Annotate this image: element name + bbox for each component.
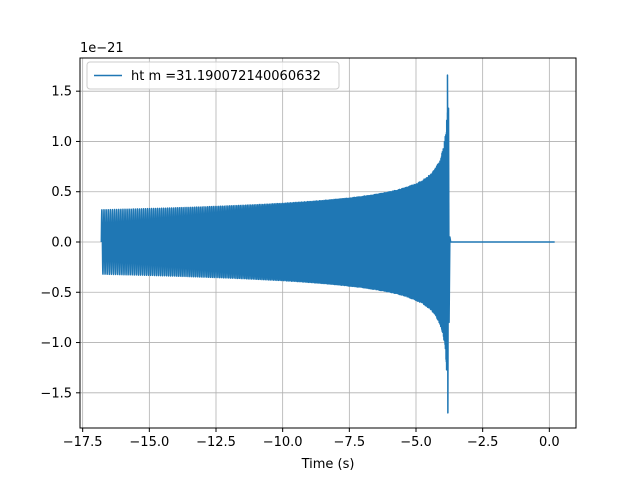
y-tick-label-5: −1.0 [40,336,72,351]
axes-frame [79,57,577,429]
y-ticks: 1.5 1.0 0.5 0.0 −0.5 −1.0 −1.5 [40,85,80,401]
axes-border [79,57,577,429]
x-axis-label: Time (s) [301,457,355,472]
x-tick-label-4: −7.5 [334,435,366,450]
x-tick-label-3: −10.0 [263,435,303,450]
y-offset-label: 1e−21 [80,41,124,56]
y-tick-label-4: −0.5 [40,286,72,301]
x-tick-label-5: −5.0 [400,435,432,450]
x-tick-label-2: −12.5 [196,435,236,450]
x-ticks: −17.5 −15.0 −12.5 −10.0 −7.5 −5.0 −2.5 0.0 [63,428,560,450]
y-tick-label-1: 1.0 [51,135,72,150]
series-line [100,74,555,414]
grid [80,58,576,428]
x-tick-label-0: −17.5 [63,435,103,450]
x-tick-label-6: −2.5 [467,435,499,450]
x-tick-label-1: −15.0 [129,435,169,450]
legend-box [86,61,340,90]
y-tick-label-0: 1.5 [51,85,72,100]
legend-label: ht m =31.190072140060632 [131,69,321,84]
y-tick-label-2: 0.5 [51,185,72,200]
plot-area [100,74,555,414]
y-tick-label-3: 0.0 [51,235,72,250]
legend: ht m =31.190072140060632 [86,61,340,90]
x-tick-label-7: 0.0 [539,435,560,450]
y-tick-label-6: −1.5 [40,386,72,401]
